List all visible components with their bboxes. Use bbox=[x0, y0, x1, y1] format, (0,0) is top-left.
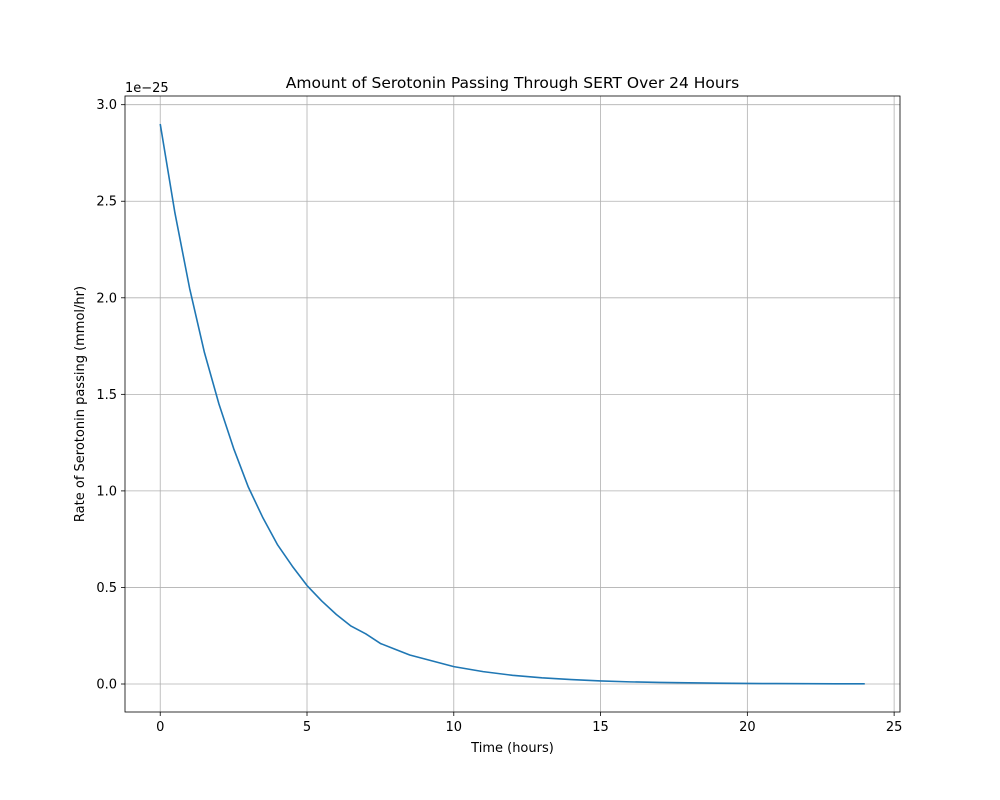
y-tick-label: 0.0 bbox=[96, 678, 117, 693]
x-axis-label: Time (hours) bbox=[470, 741, 554, 756]
y-tick-label: 2.5 bbox=[96, 195, 117, 210]
grid bbox=[125, 96, 900, 712]
y-axis: 0.0 0.5 1.0 1.5 2.0 2.5 3.0 bbox=[96, 98, 125, 693]
x-tick-label: 10 bbox=[446, 720, 463, 735]
x-tick-label: 15 bbox=[592, 720, 609, 735]
y-axis-label: Rate of Serotonin passing (mmol/hr) bbox=[73, 286, 88, 522]
x-tick-label: 0 bbox=[156, 720, 164, 735]
y-tick-label: 3.0 bbox=[96, 98, 117, 113]
line-layer bbox=[159, 123, 865, 685]
x-axis: 0 5 10 15 20 25 bbox=[156, 712, 902, 735]
y-tick-label: 1.5 bbox=[96, 388, 117, 403]
plot-frame bbox=[124, 95, 901, 713]
x-tick-label: 25 bbox=[886, 720, 903, 735]
y-offset-text: 1e−25 bbox=[125, 81, 169, 96]
x-tick-label: 5 bbox=[303, 720, 311, 735]
x-tick-label: 20 bbox=[739, 720, 756, 735]
y-tick-label: 0.5 bbox=[96, 581, 117, 596]
y-tick-label: 2.0 bbox=[96, 291, 117, 306]
y-tick-label: 1.0 bbox=[96, 484, 117, 499]
chart-title: Amount of Serotonin Passing Through SERT… bbox=[286, 74, 739, 92]
series-line bbox=[159, 123, 865, 685]
